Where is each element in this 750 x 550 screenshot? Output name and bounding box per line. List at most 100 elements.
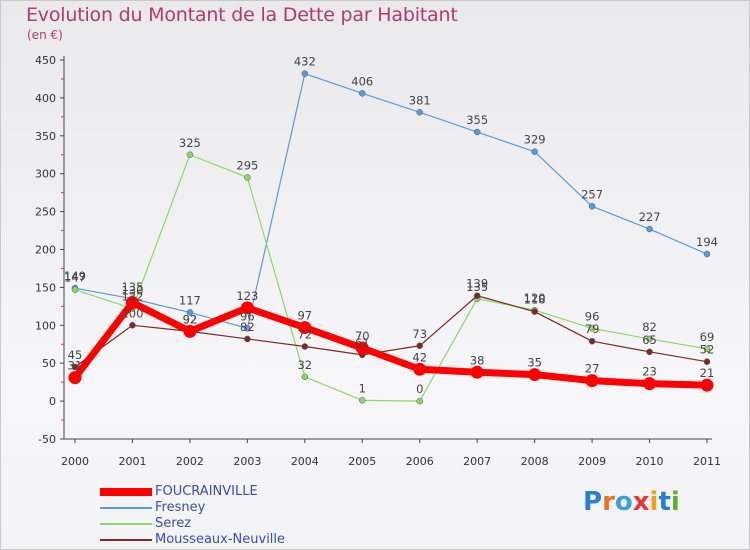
data-label: 432 <box>294 55 316 69</box>
data-point <box>588 203 596 210</box>
legend-label: Serez <box>155 516 192 531</box>
data-point <box>588 337 596 345</box>
data-point <box>413 362 427 376</box>
data-point <box>359 90 366 97</box>
data-labels: 1491351179643240638135532925722719414712… <box>64 55 718 396</box>
data-point <box>531 148 538 155</box>
data-label: 92 <box>183 312 198 326</box>
data-point <box>643 377 657 391</box>
data-label: 96 <box>240 309 255 323</box>
data-point <box>646 348 653 356</box>
x-tick-label: 2003 <box>233 455 261 468</box>
data-label: 73 <box>412 327 427 341</box>
data-point <box>473 128 481 136</box>
data-label: 79 <box>585 322 600 336</box>
legend-label: Mousseaux-Neuville <box>155 532 286 547</box>
data-label: 123 <box>236 289 258 303</box>
y-tick-label: 100 <box>35 319 56 332</box>
data-label: 139 <box>466 277 488 291</box>
y-tick-label: 400 <box>35 92 56 105</box>
y-tick-label: -50 <box>38 433 56 446</box>
series-line-0 <box>72 299 708 389</box>
data-label: 329 <box>524 133 546 147</box>
data-label: 120 <box>524 291 546 305</box>
data-point <box>71 286 79 293</box>
data-label: 381 <box>409 93 431 107</box>
data-label: 0 <box>416 382 423 396</box>
data-label: 117 <box>179 293 201 307</box>
data-label: 97 <box>297 309 312 323</box>
series-line-2 <box>74 154 708 402</box>
data-point <box>301 343 309 350</box>
data-label: 38 <box>470 353 485 367</box>
data-point <box>473 292 481 299</box>
data-point <box>585 374 599 388</box>
x-tick-label: 2007 <box>463 455 491 468</box>
data-label: 147 <box>64 271 86 285</box>
data-label: 100 <box>121 306 143 320</box>
data-point <box>700 378 714 392</box>
data-point <box>528 368 542 382</box>
data-label: 45 <box>68 348 83 362</box>
data-point <box>470 365 484 379</box>
data-point <box>125 296 139 310</box>
y-tick-label: 200 <box>35 244 56 257</box>
x-tick-label: 2009 <box>578 455 606 468</box>
data-label: 27 <box>585 362 600 376</box>
data-label: 52 <box>700 343 715 357</box>
data-label: 135 <box>466 280 488 294</box>
chart-title: Evolution du Montant de la Dette par Hab… <box>26 4 458 26</box>
data-label: 295 <box>236 158 258 172</box>
data-label: 92 <box>183 312 198 326</box>
data-label: 355 <box>466 113 488 127</box>
data-point <box>703 358 711 365</box>
x-tick-label: 2011 <box>693 455 721 468</box>
data-point <box>703 345 711 353</box>
data-label: 65 <box>642 333 657 347</box>
data-label: 21 <box>700 366 715 380</box>
legend-label: FOUCRAINVILLE <box>155 484 258 499</box>
series-line-1 <box>74 73 708 329</box>
x-tick-label: 2001 <box>118 455 146 468</box>
data-point <box>416 397 423 405</box>
legend-swatch <box>100 539 152 541</box>
x-tick-label: 2006 <box>406 455 434 468</box>
data-label: 82 <box>240 320 255 334</box>
data-point <box>359 397 366 404</box>
chart-unit: (en €) <box>27 28 63 42</box>
data-label: 257 <box>581 187 603 201</box>
data-point <box>129 322 136 329</box>
y-tick-label: 250 <box>35 206 56 219</box>
y-tick-label: 150 <box>35 281 56 294</box>
data-point <box>244 335 251 343</box>
legend-swatch <box>100 488 152 496</box>
data-point <box>244 174 251 181</box>
data-label: 42 <box>412 350 427 364</box>
data-point <box>68 371 82 385</box>
data-point <box>244 325 251 332</box>
data-label: 149 <box>64 269 86 283</box>
data-label: 122 <box>121 290 143 304</box>
data-point <box>416 109 423 116</box>
y-tick-label: 0 <box>49 395 56 408</box>
data-label: 31 <box>68 359 83 373</box>
data-label: 1 <box>359 381 366 395</box>
data-point <box>71 363 79 371</box>
y-tick-label: 300 <box>35 168 56 181</box>
data-label: 32 <box>297 358 312 372</box>
data-label: 406 <box>351 74 373 88</box>
data-label: 135 <box>121 280 143 294</box>
data-point <box>416 342 423 350</box>
data-label: 61 <box>355 336 370 350</box>
data-point <box>186 151 194 158</box>
x-tick-label: 2002 <box>176 455 204 468</box>
proxiti-logo: Proxiti <box>583 487 680 517</box>
x-tick-label: 2004 <box>291 455 319 468</box>
data-point <box>646 335 653 343</box>
data-point <box>703 250 711 258</box>
data-label: 96 <box>585 309 600 323</box>
data-label: 69 <box>700 330 715 344</box>
